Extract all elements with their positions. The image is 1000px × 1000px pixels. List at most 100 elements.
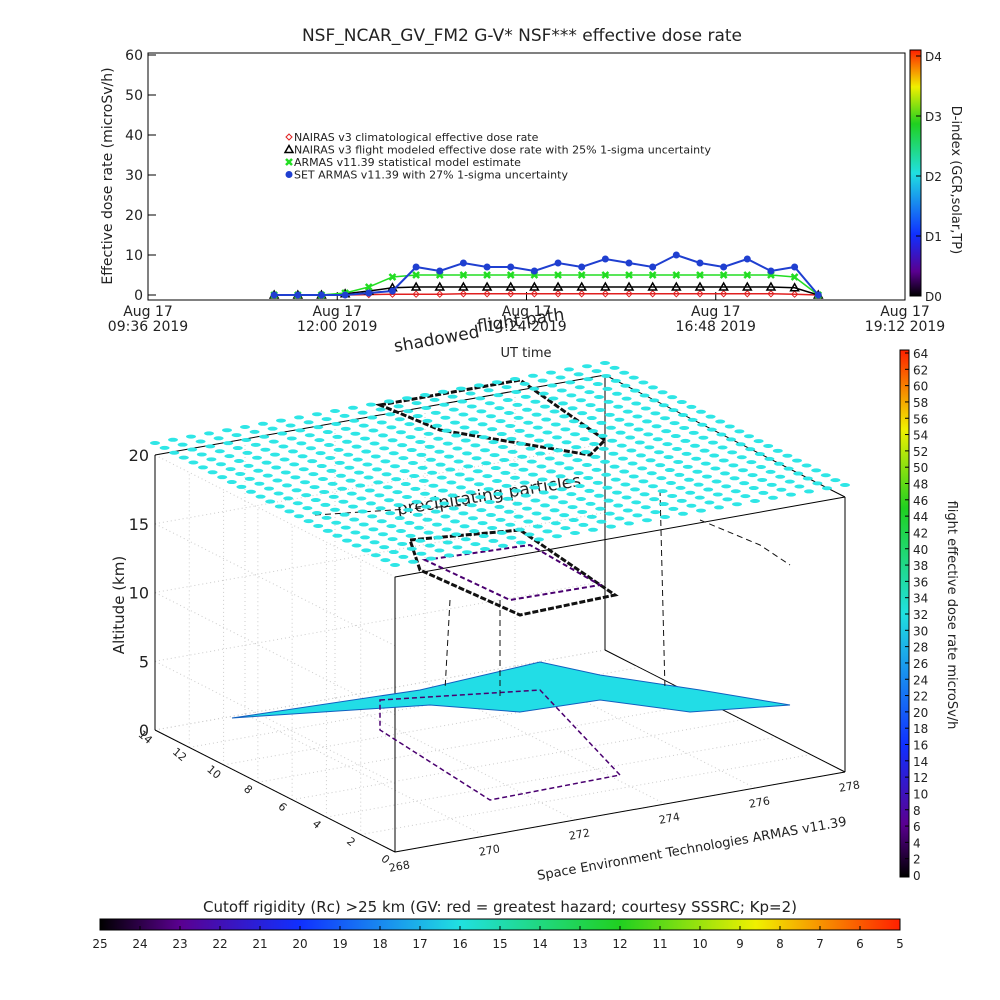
field-dash (651, 424, 662, 429)
field-dash (574, 484, 585, 489)
field-dash (460, 537, 471, 542)
field-dash (576, 398, 586, 403)
colorbar-tick-label: D0 (925, 290, 942, 304)
point (436, 290, 444, 298)
field-dash (385, 511, 396, 516)
colorbar-tick-label: 22 (913, 690, 928, 704)
field-dash (686, 404, 697, 409)
point (483, 263, 491, 271)
field-dash (674, 472, 685, 477)
field-dash (588, 527, 598, 532)
field-dash (639, 393, 650, 398)
point (436, 267, 444, 275)
field-dash (358, 522, 369, 527)
point (412, 271, 420, 279)
field-dash (254, 481, 265, 486)
field-dash (312, 511, 322, 515)
field-dash (590, 454, 601, 459)
field-dash (706, 427, 717, 432)
field-dash (344, 465, 355, 470)
field-dash (387, 438, 398, 443)
colorbar-tick-label: 12 (913, 771, 928, 785)
field-dash (326, 468, 337, 473)
field-dash (609, 464, 620, 469)
field-dash (562, 453, 573, 458)
field-dash (735, 442, 746, 447)
field-dash (403, 409, 414, 414)
z-tick-label: 0 (139, 721, 149, 740)
point (481, 281, 493, 291)
point (530, 267, 538, 275)
field-dash (384, 399, 394, 404)
point (719, 290, 728, 298)
field-dash (444, 553, 454, 558)
colorbar-tick-label: 14 (913, 755, 928, 769)
point (554, 290, 562, 298)
field-dash (489, 453, 500, 458)
field-dash (374, 493, 385, 498)
field-dash (622, 409, 633, 414)
field-dash (577, 509, 588, 514)
field-dash (478, 435, 489, 440)
field-dash (548, 495, 559, 500)
field-dash (662, 442, 673, 447)
field-dash (236, 484, 247, 489)
field-dash (286, 436, 297, 441)
colorbar-title: Cutoff rigidity (Rc) >25 km (GV: red = g… (203, 898, 797, 916)
field-dash (598, 446, 609, 451)
point (743, 271, 752, 279)
field-dash (492, 479, 502, 483)
field-dash (588, 429, 598, 433)
field-dash (392, 490, 403, 495)
field-dash (548, 396, 559, 401)
field-dash (477, 422, 488, 427)
field-dash (577, 411, 588, 416)
colorbar-tick-label: 24 (913, 673, 928, 687)
field-dash (610, 477, 621, 482)
field-dash (234, 459, 244, 463)
field-dash (696, 409, 706, 414)
field-dash (382, 485, 393, 490)
field-dash (560, 526, 571, 531)
field-dash (466, 503, 477, 508)
field-dash (484, 500, 495, 505)
colorbar-tick-label: 5 (896, 937, 904, 951)
field-dash (414, 525, 424, 530)
field-dash (472, 469, 483, 474)
y-tick-label: 0 (134, 288, 143, 304)
field-dash (628, 375, 639, 380)
field-dash (532, 425, 543, 430)
field-dash (520, 394, 531, 399)
field-dash (732, 502, 742, 507)
axis-line (394, 496, 846, 578)
field-dash (811, 468, 822, 473)
field-dash (408, 461, 418, 465)
point (364, 283, 373, 291)
field-dash (734, 429, 745, 434)
field-dash (360, 535, 370, 540)
field-dash (680, 438, 691, 443)
field-dash (452, 545, 463, 550)
field-dash (486, 513, 496, 517)
field-dash (459, 425, 470, 430)
colorbar-tick-label: D2 (925, 170, 942, 184)
field-dash (784, 479, 795, 484)
field-dash (579, 437, 590, 442)
field-dash (661, 429, 672, 434)
field-dash (519, 480, 530, 485)
field-dash (464, 477, 475, 482)
field-dash (572, 458, 583, 463)
series (270, 171, 822, 299)
field-dash (692, 469, 703, 474)
field-dash (451, 532, 462, 537)
field-dash (504, 411, 514, 415)
field-dash (369, 540, 380, 545)
field-dash (675, 485, 686, 490)
field-dash (512, 501, 523, 506)
field-dash (352, 457, 363, 462)
point (720, 263, 728, 271)
field-dash (405, 435, 416, 440)
field-dash (398, 554, 409, 559)
field-dash (327, 481, 338, 486)
